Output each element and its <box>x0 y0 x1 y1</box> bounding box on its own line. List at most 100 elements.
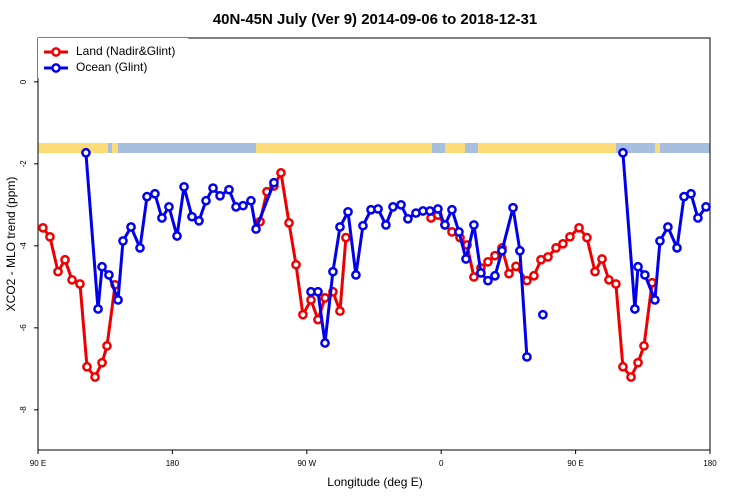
data-point <box>164 202 174 212</box>
data-point <box>543 252 553 262</box>
data-point <box>650 295 660 305</box>
x-tick-label: 90 W <box>297 459 316 468</box>
data-point <box>396 199 406 210</box>
data-point <box>67 275 77 285</box>
data-point <box>490 270 500 281</box>
data-point <box>179 181 189 192</box>
y-tick-label: 0 <box>19 79 28 84</box>
data-point <box>490 250 500 261</box>
data-point <box>298 309 308 320</box>
data-point <box>118 236 128 246</box>
data-point <box>529 270 539 281</box>
y-axis-label: XCO2 - MLO trend (ppm) <box>4 177 18 312</box>
data-point <box>633 261 643 272</box>
data-point <box>476 268 486 278</box>
data-point <box>672 243 682 253</box>
data-point <box>630 304 640 314</box>
data-point <box>611 279 621 289</box>
data-point <box>126 222 136 232</box>
data-point <box>538 309 548 320</box>
y-tick-label: -8 <box>19 406 28 414</box>
data-point <box>640 270 650 280</box>
data-point <box>522 275 532 286</box>
data-point <box>343 206 353 217</box>
data-point <box>104 270 114 280</box>
data-point <box>82 361 92 372</box>
x-tick-label: 0 <box>439 459 444 468</box>
data-point <box>269 177 279 188</box>
data-point <box>597 254 607 264</box>
data-point <box>135 243 145 253</box>
data-point <box>251 224 261 234</box>
data-point <box>551 243 561 253</box>
data-point <box>639 341 649 351</box>
data-point <box>515 245 525 256</box>
data-point <box>425 206 435 216</box>
data-point <box>150 188 160 199</box>
data-point <box>320 338 330 348</box>
series-line <box>41 171 654 379</box>
data-point <box>201 195 211 206</box>
data-point <box>53 266 63 277</box>
data-point <box>618 147 628 158</box>
legend-marker <box>51 63 61 73</box>
data-point <box>582 232 592 243</box>
data-point <box>320 293 330 303</box>
data-point <box>388 202 398 212</box>
data-point <box>328 266 338 277</box>
data-point <box>276 168 286 178</box>
data-point <box>358 220 368 231</box>
data-point <box>284 218 294 228</box>
data-point <box>373 204 383 214</box>
data-point <box>626 372 636 382</box>
data-point <box>403 213 413 224</box>
data-point <box>433 204 443 214</box>
data-point <box>351 270 361 280</box>
data-point <box>238 200 248 211</box>
data-point <box>693 213 703 223</box>
data-point <box>113 295 123 305</box>
data-point <box>157 213 167 223</box>
data-point <box>60 254 70 265</box>
data-point <box>75 279 85 289</box>
data-point <box>194 215 204 226</box>
data-point <box>335 306 345 316</box>
data-point <box>335 222 345 232</box>
data-point <box>504 268 514 279</box>
plot-frame <box>37 37 711 451</box>
land-mask-strip <box>38 143 710 153</box>
data-point <box>483 256 493 267</box>
data-point <box>686 188 696 199</box>
data-point <box>90 372 100 382</box>
chart-title: 40N-45N July (Ver 9) 2014-09-06 to 2018-… <box>213 11 537 28</box>
data-point <box>574 222 584 233</box>
data-point <box>38 222 48 233</box>
legend-label: Land (Nadir&Glint) <box>76 44 175 58</box>
data-point <box>93 304 103 314</box>
data-point <box>461 254 471 264</box>
data-point <box>381 220 391 230</box>
data-point <box>291 259 301 270</box>
data-point <box>224 184 234 195</box>
data-point <box>341 232 351 243</box>
data-point <box>215 190 225 201</box>
data-point <box>508 202 518 213</box>
data-point <box>447 204 457 215</box>
data-point <box>655 236 665 246</box>
series-line <box>84 152 708 357</box>
data-point <box>663 222 673 232</box>
data-point <box>97 261 107 272</box>
x-tick-label: 180 <box>166 459 180 468</box>
data-point <box>558 238 568 249</box>
x-tick-label: 180 <box>703 459 717 468</box>
data-point <box>172 231 182 241</box>
x-tick-label: 90 E <box>567 459 583 468</box>
data-point <box>246 195 256 206</box>
y-tick-label: -6 <box>19 324 28 332</box>
data-point <box>142 191 152 202</box>
legend-box <box>38 38 188 78</box>
data-point <box>102 341 112 351</box>
legend-marker <box>51 47 61 57</box>
data-point <box>45 231 55 242</box>
data-point <box>187 211 197 222</box>
